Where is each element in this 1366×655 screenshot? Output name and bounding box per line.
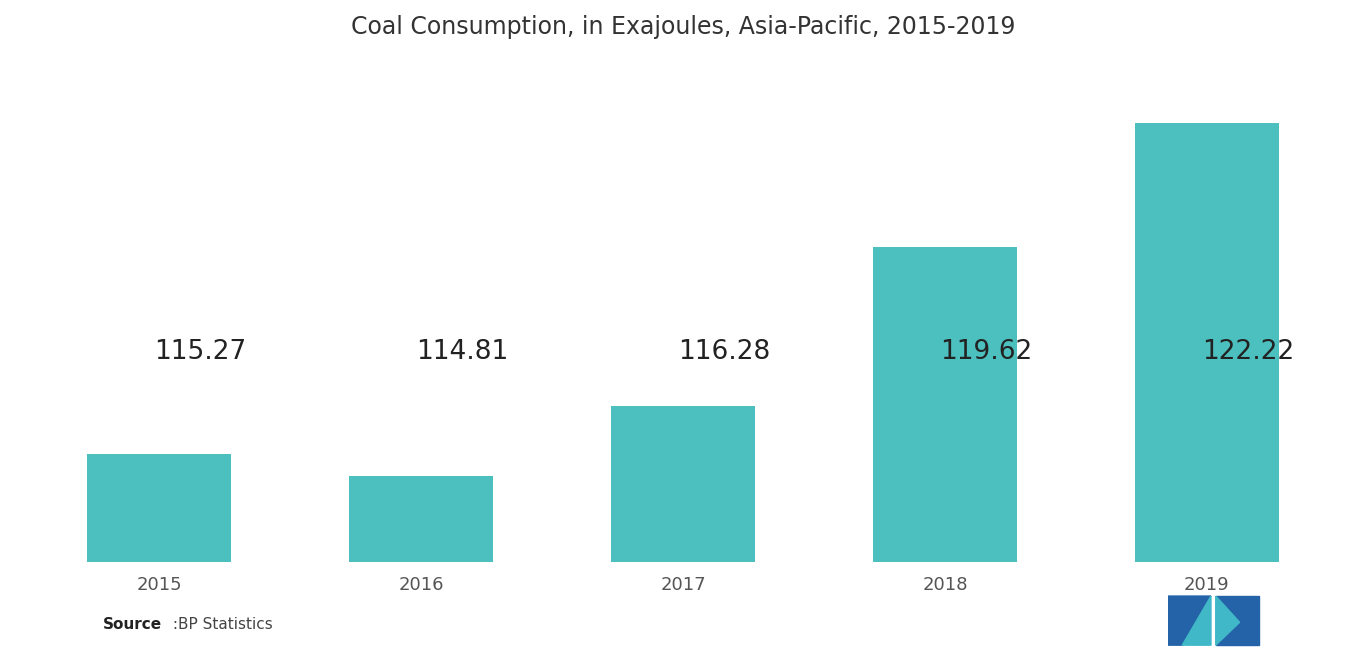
Bar (873, 247, 1018, 562)
Polygon shape (1216, 596, 1240, 645)
Text: 119.62: 119.62 (940, 339, 1031, 365)
Polygon shape (1216, 596, 1259, 645)
Bar (611, 406, 755, 562)
Text: Source: Source (102, 617, 161, 632)
Text: 114.81: 114.81 (415, 339, 508, 365)
Text: 122.22: 122.22 (1202, 339, 1294, 365)
Text: 115.27: 115.27 (154, 339, 246, 365)
Text: :BP Statistics: :BP Statistics (168, 617, 273, 632)
Polygon shape (1168, 596, 1212, 645)
Bar (87, 454, 231, 562)
Polygon shape (1183, 596, 1212, 645)
Text: 116.28: 116.28 (678, 339, 770, 365)
Bar (1135, 122, 1279, 562)
Title: Coal Consumption, in Exajoules, Asia-Pacific, 2015-2019: Coal Consumption, in Exajoules, Asia-Pac… (351, 15, 1015, 39)
Bar (348, 476, 493, 562)
